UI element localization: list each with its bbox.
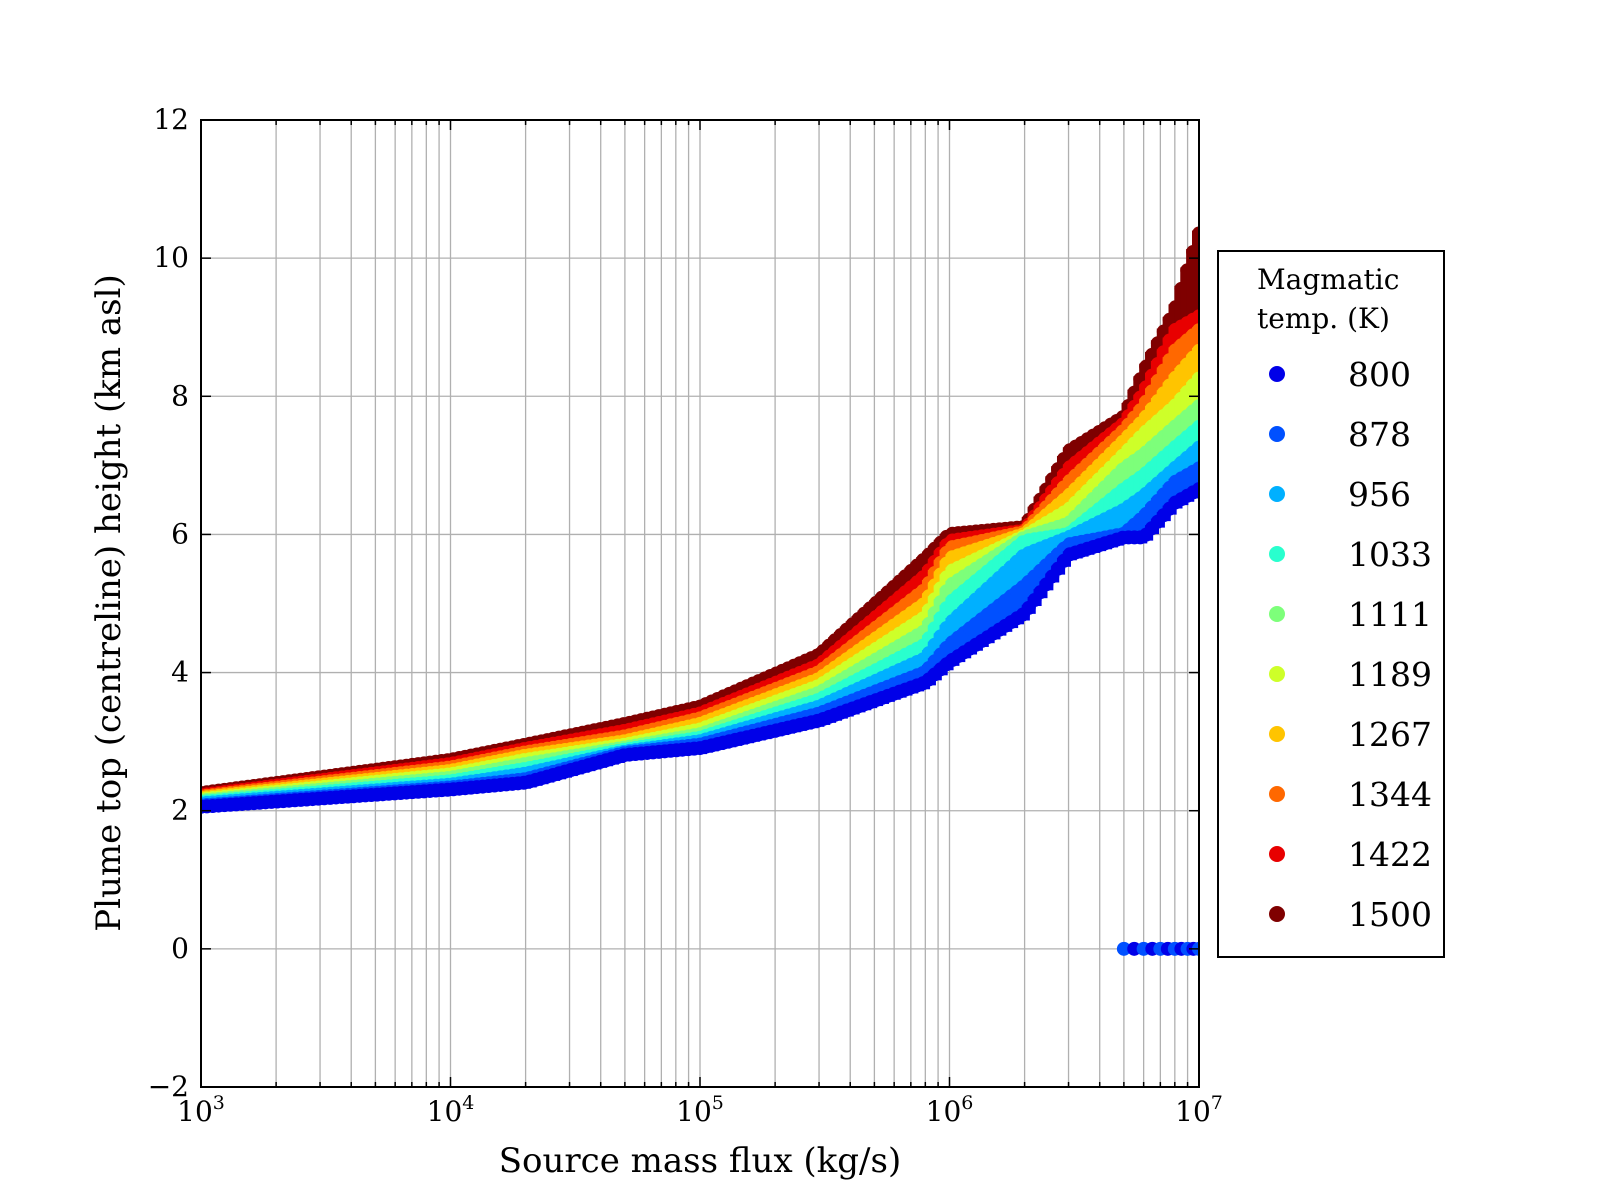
y-tick-label: 8 bbox=[171, 379, 189, 412]
legend-marker-1267 bbox=[1269, 726, 1285, 742]
legend-marker-956 bbox=[1269, 486, 1285, 502]
legend-label-1500: 1500 bbox=[1348, 895, 1432, 934]
x-tick-label: 107 bbox=[1175, 1092, 1223, 1128]
legend-title-line-2: temp. (K) bbox=[1257, 302, 1390, 335]
legend-label-1344: 1344 bbox=[1348, 775, 1432, 814]
legend-label-1111: 1111 bbox=[1348, 595, 1432, 634]
data-point bbox=[1192, 343, 1199, 358]
data-point bbox=[1192, 327, 1199, 351]
x-tick-label: 104 bbox=[427, 1092, 475, 1128]
x-tick-labels: 103 104 105 106 107 bbox=[177, 1092, 1223, 1128]
legend-label-1189: 1189 bbox=[1348, 655, 1432, 694]
x-axis-label: Source mass flux (kg/s) bbox=[499, 1141, 901, 1181]
y-tick-label: 6 bbox=[171, 517, 189, 550]
legend-label-800: 800 bbox=[1348, 355, 1411, 394]
data-point bbox=[1192, 403, 1199, 427]
legend: Magmatic temp. (K) 800 878 956 1033 1111 1189… bbox=[1217, 250, 1445, 958]
legend-marker-878 bbox=[1269, 426, 1285, 442]
legend-items: 800 878 956 1033 1111 1189 1267 1344 1422 1500 bbox=[1269, 355, 1432, 934]
legend-label-956: 956 bbox=[1348, 475, 1411, 514]
data-point bbox=[1192, 482, 1199, 497]
legend-marker-1111 bbox=[1269, 606, 1285, 622]
data-point bbox=[1192, 347, 1199, 379]
data-point bbox=[1192, 419, 1199, 434]
legend-marker-1500 bbox=[1269, 906, 1285, 922]
legend-label-1422: 1422 bbox=[1348, 835, 1432, 874]
zero-height-points bbox=[1116, 941, 1199, 956]
y-tick-label: 10 bbox=[153, 241, 189, 274]
y-tick-label: 12 bbox=[153, 103, 189, 136]
y-tick-label: −2 bbox=[148, 1070, 189, 1103]
y-axis-label: Plume top (centreline) height (km asl) bbox=[89, 274, 129, 932]
data-point bbox=[1192, 375, 1199, 407]
legend-marker-800 bbox=[1269, 366, 1285, 382]
legend-frame bbox=[1217, 250, 1445, 958]
legend-marker-1344 bbox=[1269, 786, 1285, 802]
y-tick-label: 4 bbox=[171, 656, 189, 689]
data-point bbox=[1192, 444, 1199, 469]
data-point bbox=[1192, 323, 1199, 338]
data-point bbox=[1192, 371, 1199, 386]
legend-label-1033: 1033 bbox=[1348, 535, 1432, 574]
x-tick-label: 105 bbox=[676, 1092, 724, 1128]
legend-title-line-1: Magmatic bbox=[1257, 263, 1399, 296]
y-tick-labels: −2 0 2 4 6 8 10 12 bbox=[148, 103, 189, 1103]
series-800-points bbox=[201, 482, 1199, 814]
data-point bbox=[1192, 423, 1199, 448]
data-point bbox=[1192, 461, 1199, 476]
data-point bbox=[1192, 226, 1199, 241]
zero-height-point bbox=[1116, 941, 1131, 956]
data-point bbox=[1192, 230, 1199, 317]
data-point bbox=[1192, 440, 1199, 455]
y-tick-label: 2 bbox=[171, 794, 189, 827]
y-tick-label: 0 bbox=[171, 932, 189, 965]
legend-marker-1033 bbox=[1269, 546, 1285, 562]
legend-marker-1422 bbox=[1269, 846, 1285, 862]
legend-label-1267: 1267 bbox=[1348, 715, 1432, 754]
data-point bbox=[1192, 399, 1199, 414]
data-points bbox=[201, 226, 1199, 956]
grid-lines bbox=[201, 120, 1199, 1087]
axis-ticks bbox=[200, 119, 1200, 1088]
x-tick-label: 106 bbox=[926, 1092, 974, 1128]
data-point bbox=[1192, 309, 1199, 324]
legend-marker-1189 bbox=[1269, 666, 1285, 682]
x-tick-label: 103 bbox=[177, 1092, 225, 1128]
data-point bbox=[1192, 465, 1199, 490]
legend-label-878: 878 bbox=[1348, 415, 1411, 454]
